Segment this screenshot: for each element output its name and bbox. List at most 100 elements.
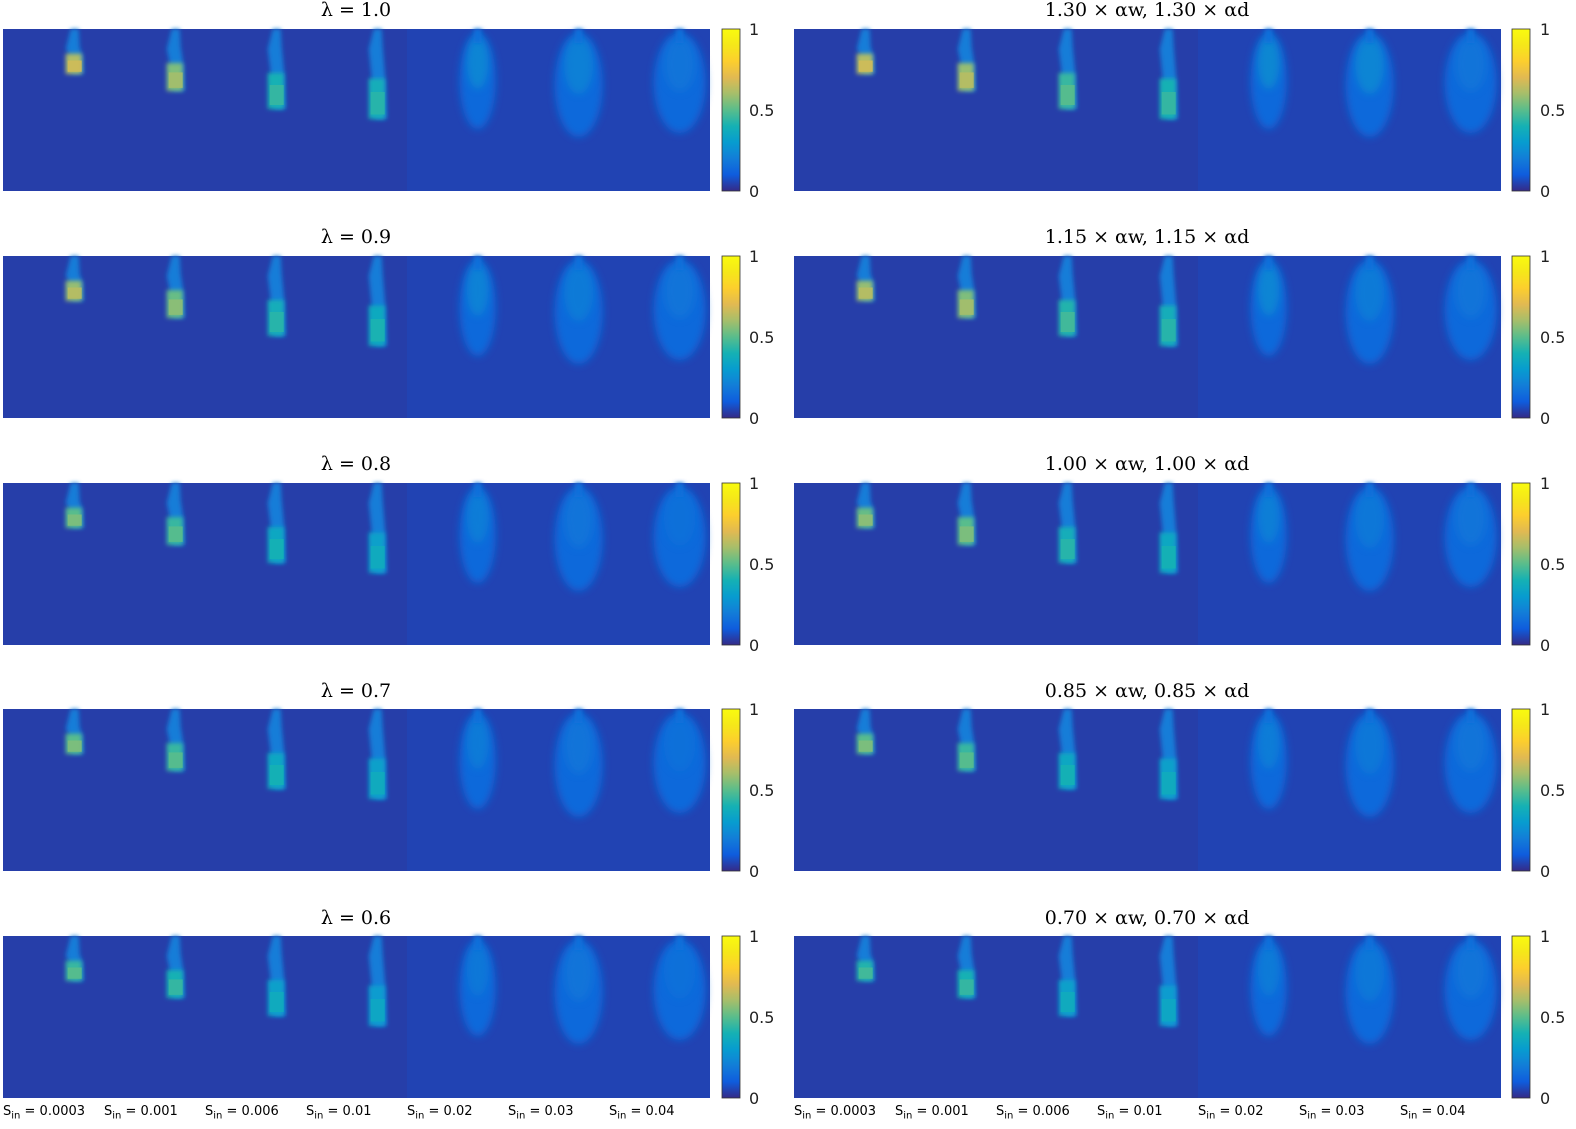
plume-mark	[1345, 483, 1394, 591]
plume-mark	[1345, 29, 1394, 137]
plume-mark	[267, 483, 286, 563]
plume-mark	[1159, 256, 1178, 346]
plume-mark	[267, 709, 286, 789]
plume-mark	[459, 256, 496, 356]
heatmap-panel	[3, 936, 710, 1098]
heatmap-panel	[794, 936, 1501, 1098]
plume-mark	[65, 709, 84, 754]
plume-mark	[1250, 29, 1287, 129]
x-tick-label: Sin = 0.03	[508, 1104, 574, 1122]
plume-mark	[957, 709, 976, 771]
plume-mark	[653, 483, 706, 587]
plume-mark	[1250, 936, 1287, 1036]
heatmap-panel	[3, 256, 710, 418]
plume-mark	[1444, 709, 1497, 813]
x-tick-label: Sin = 0.0003	[3, 1104, 86, 1122]
x-tick-label: Sin = 0.006	[996, 1104, 1070, 1122]
colorbar-tick-label: 1	[1540, 247, 1551, 266]
plume-mark	[1250, 709, 1287, 809]
plume-mark	[65, 256, 84, 301]
plume-mark	[1250, 256, 1287, 356]
x-tick-label: Sin = 0.04	[1400, 1104, 1466, 1122]
colorbar	[721, 28, 741, 192]
colorbar	[721, 708, 741, 872]
plume-mark	[957, 256, 976, 318]
plume-mark	[1159, 709, 1178, 799]
plume-mark	[267, 29, 286, 109]
x-tick-label: Sin = 0.02	[1198, 1104, 1264, 1122]
colorbar-tick-label: 0	[1540, 409, 1551, 428]
heatmap-panel	[3, 483, 710, 645]
panel-title: λ = 0.6	[320, 907, 392, 929]
x-tick-label: Sin = 0.04	[609, 1104, 675, 1122]
colorbar-tick-label: 1	[749, 247, 760, 266]
plume-mark	[856, 709, 875, 754]
plume-mark	[65, 483, 84, 528]
panel-title: λ = 0.7	[320, 680, 392, 702]
plume-mark	[1159, 29, 1178, 119]
heatmap-panel	[794, 483, 1501, 645]
plume-mark	[267, 256, 286, 336]
panel-title: 0.85 × αw, 0.85 × αd	[1044, 680, 1250, 702]
plume-mark	[653, 709, 706, 813]
plume-mark	[166, 936, 185, 998]
plume-mark	[166, 709, 185, 771]
plume-mark	[1250, 483, 1287, 583]
colorbar	[1511, 482, 1531, 646]
colorbar	[721, 482, 741, 646]
plume-mark	[1345, 709, 1394, 817]
plume-mark	[1345, 256, 1394, 364]
colorbar-tick-label: 0	[1540, 862, 1551, 881]
colorbar-tick-label: 1	[749, 20, 760, 39]
plume-mark	[957, 29, 976, 91]
panel-title: 1.30 × αw, 1.30 × αd	[1044, 0, 1250, 21]
panel-title: λ = 0.8	[320, 453, 392, 475]
colorbar-tick-label: 0	[1540, 636, 1551, 655]
plume-mark	[459, 29, 496, 129]
plume-mark	[368, 483, 387, 573]
plume-mark	[554, 256, 603, 364]
colorbar-tick-label: 0.5	[749, 1008, 775, 1027]
plume-mark	[166, 256, 185, 318]
plume-mark	[856, 483, 875, 528]
plume-mark	[554, 29, 603, 137]
colorbar-tick-label: 1	[749, 927, 760, 946]
plume-mark	[957, 483, 976, 545]
x-tick-label: Sin = 0.02	[407, 1104, 473, 1122]
plume-mark	[856, 936, 875, 981]
plume-mark	[957, 936, 976, 998]
x-tick-label: Sin = 0.0003	[794, 1104, 877, 1122]
plume-mark	[653, 936, 706, 1040]
colorbar-tick-label: 0	[749, 862, 760, 881]
panel-title: 1.00 × αw, 1.00 × αd	[1044, 453, 1250, 475]
x-tick-label: Sin = 0.03	[1299, 1104, 1365, 1122]
colorbar-tick-label: 0.5	[749, 781, 775, 800]
plume-mark	[1058, 256, 1077, 336]
plume-mark	[1444, 936, 1497, 1040]
plume-mark	[856, 256, 875, 301]
heatmap-panel	[3, 29, 710, 191]
plume-mark	[554, 936, 603, 1044]
plume-mark	[1444, 483, 1497, 587]
x-tick-label: Sin = 0.001	[104, 1104, 178, 1122]
heatmap-panel	[794, 256, 1501, 418]
x-tick-label: Sin = 0.01	[1097, 1104, 1163, 1122]
plume-mark	[459, 709, 496, 809]
colorbar-tick-label: 1	[749, 474, 760, 493]
plume-mark	[166, 29, 185, 91]
x-tick-label: Sin = 0.001	[895, 1104, 969, 1122]
colorbar-tick-label: 0.5	[1540, 555, 1566, 574]
heatmap-panel	[794, 29, 1501, 191]
plume-mark	[368, 29, 387, 119]
plume-mark	[166, 483, 185, 545]
plume-mark	[554, 709, 603, 817]
plume-mark	[1058, 709, 1077, 789]
panel-title: λ = 1.0	[320, 0, 392, 21]
colorbar-tick-label: 1	[1540, 474, 1551, 493]
colorbar-tick-label: 0	[749, 409, 760, 428]
colorbar-tick-label: 0.5	[749, 328, 775, 347]
colorbar-tick-label: 0.5	[1540, 328, 1566, 347]
colorbar	[721, 255, 741, 419]
colorbar-tick-label: 0	[749, 1089, 760, 1108]
